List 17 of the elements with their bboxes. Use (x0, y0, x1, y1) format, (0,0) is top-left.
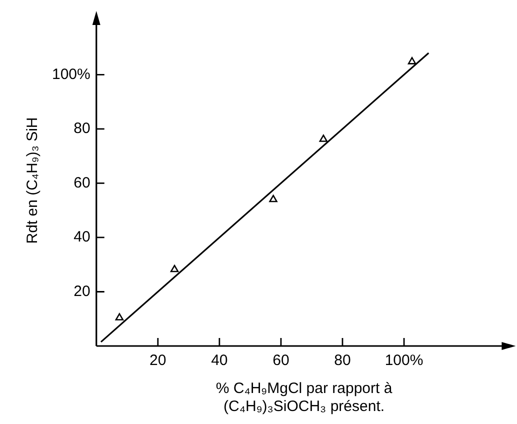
y-tick-label: 20 (74, 282, 90, 300)
y-tick-label: 100% (52, 66, 90, 83)
point (408, 57, 416, 64)
x-tick-label: 60 (272, 352, 290, 370)
point (319, 134, 328, 142)
point (170, 264, 179, 272)
x-axis-title: % C₄H₉MgCl par rapport à (C₄H₉)₃SiOCH₃ présent. (216, 380, 393, 416)
x-tick-label: 80 (334, 352, 351, 370)
x-tick-label: 20 (150, 352, 166, 370)
point (269, 194, 278, 202)
x-tick-label: 100% (384, 352, 424, 370)
y-tick-label: 80 (74, 120, 90, 138)
y-axis-title: Rdt en (C₄H₉)₃ SiH (24, 117, 42, 244)
x-tick-label: 40 (211, 352, 228, 370)
y-tick-label: 60 (74, 174, 90, 192)
y-tick-label: 40 (74, 228, 90, 246)
point (115, 313, 124, 320)
